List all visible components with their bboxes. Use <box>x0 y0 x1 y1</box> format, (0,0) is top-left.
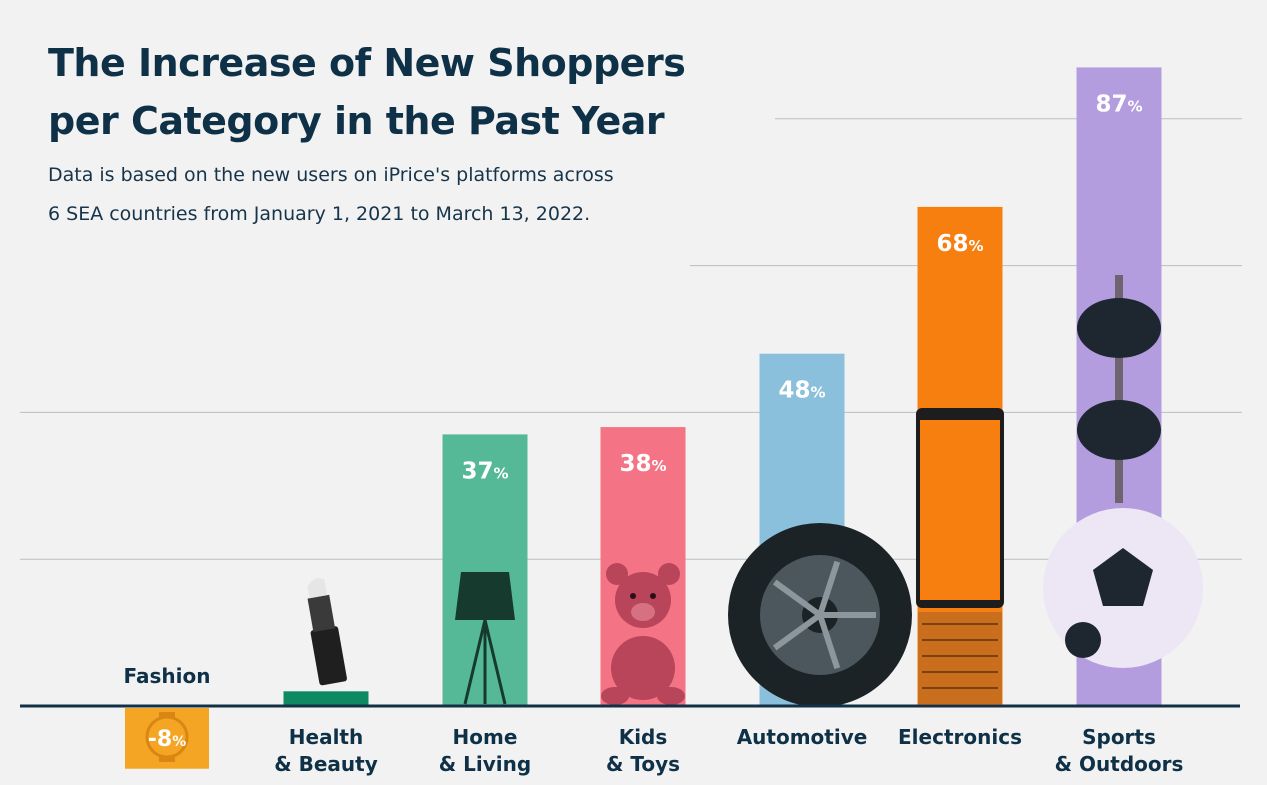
bar-unit: % <box>172 734 186 750</box>
lamp-leg <box>463 619 487 705</box>
chart-subtitle: Data is based on the new users on iPrice… <box>48 156 688 234</box>
dumbbell-soccer-ball-icon <box>1043 275 1203 668</box>
category-label-kids-toys: Kids & Toys <box>606 725 680 776</box>
floor-lamp-icon <box>455 572 515 705</box>
bar-value-label: 38% <box>619 451 666 477</box>
bar-value: 48 <box>778 378 810 404</box>
bar-value-label: 48% <box>778 378 825 404</box>
chart-title-line-2: per Category in the Past Year <box>48 99 665 143</box>
category-label-line: Sports <box>1082 725 1156 749</box>
bar-group-home-living[interactable]: 37% Home & Living <box>439 434 531 776</box>
category-label-line: Health <box>289 725 363 749</box>
lamp-shade <box>455 572 515 620</box>
dumbbell-bar <box>1115 275 1123 503</box>
chart-title: The Increase of New Shoppers per Categor… <box>48 34 748 150</box>
bear-foot <box>601 687 629 705</box>
category-label-line: & Outdoors <box>1055 752 1184 776</box>
category-label-line: & Toys <box>606 752 680 776</box>
category-label-line: & Living <box>439 752 531 776</box>
bar-unit: % <box>1127 97 1142 115</box>
category-label-line: & Beauty <box>274 752 378 776</box>
bear-eye <box>630 593 636 599</box>
bear-ear <box>606 563 628 585</box>
category-label-electronics: Electronics <box>898 725 1022 749</box>
chart-subtitle-line-2: 6 SEA countries from January 1, 2021 to … <box>48 203 591 225</box>
bar-group-electronics[interactable]: 68% Electronics <box>898 206 1022 749</box>
bar-value: 37 <box>461 458 493 484</box>
lipstick-case <box>310 626 347 686</box>
bar-value-label: 68% <box>936 231 983 257</box>
dumbbell-weight <box>1077 298 1161 358</box>
category-label-line: Automotive <box>737 725 868 749</box>
category-label-line: Electronics <box>898 725 1022 749</box>
soccer-patch <box>1065 622 1101 658</box>
category-label-health-beauty: Health & Beauty <box>274 725 378 776</box>
bar-unit: % <box>493 464 508 482</box>
lipstick-icon <box>307 578 347 686</box>
lamp-leg <box>483 619 507 705</box>
category-label-home-living: Home & Living <box>439 725 531 776</box>
laptop-screen <box>920 420 1000 600</box>
teddy-bear-icon <box>601 563 685 705</box>
laptop-icon <box>916 408 1004 704</box>
dumbbell-weight <box>1077 400 1161 460</box>
bar-group-sports-outdoors[interactable]: 87% Sports & Outdoors <box>1043 67 1203 776</box>
bar-group-health-beauty[interactable]: Health & Beauty <box>274 576 378 776</box>
bar-unit: % <box>968 237 983 255</box>
tire-spoke <box>772 612 822 651</box>
bar-group-automotive[interactable]: 48% Automotive <box>728 353 912 749</box>
bear-head <box>615 572 671 628</box>
category-label-fashion: Fashion <box>124 664 211 688</box>
soccer-patch <box>1093 548 1153 606</box>
tire-icon <box>728 523 912 707</box>
watch-crown <box>159 712 175 718</box>
watch-strap <box>159 756 175 762</box>
bar-value: 38 <box>619 451 651 477</box>
bar-value: 68 <box>936 231 968 257</box>
bear-body <box>611 636 675 700</box>
bear-muzzle <box>631 603 655 621</box>
category-label-automotive: Automotive <box>737 725 868 749</box>
bar-value-label: -8% <box>148 727 186 752</box>
bar-value-label: 87% <box>1095 91 1142 117</box>
bar-group-fashion[interactable]: -8% Fashion <box>124 664 211 769</box>
category-label-line: Fashion <box>124 664 211 688</box>
bear-foot <box>657 687 685 705</box>
tire-spoke <box>817 614 841 670</box>
tire-spoke <box>772 579 822 618</box>
watch-icon <box>145 712 189 762</box>
bar-unit: % <box>810 384 825 402</box>
bear-ear <box>658 563 680 585</box>
chart-title-line-1: The Increase of New Shoppers <box>48 41 686 85</box>
bar-health-beauty[interactable] <box>283 691 369 706</box>
category-label-sports-outdoors: Sports & Outdoors <box>1055 725 1184 776</box>
bar-value: -8 <box>148 727 172 752</box>
laptop-keyboard <box>918 612 1002 704</box>
bar-unit: % <box>651 457 666 475</box>
category-label-line: Kids <box>619 725 668 749</box>
bear-eye <box>650 593 656 599</box>
category-label-line: Home <box>453 725 518 749</box>
tire-spoke <box>817 560 841 616</box>
bar-group-kids-toys[interactable]: 38% Kids & Toys <box>600 427 686 776</box>
lipstick-tip <box>307 578 328 599</box>
bar-value: 87 <box>1095 91 1127 117</box>
bar-value-label: 37% <box>461 458 508 484</box>
chart-subtitle-line-1: Data is based on the new users on iPrice… <box>48 164 614 186</box>
lipstick-tube <box>307 594 336 633</box>
